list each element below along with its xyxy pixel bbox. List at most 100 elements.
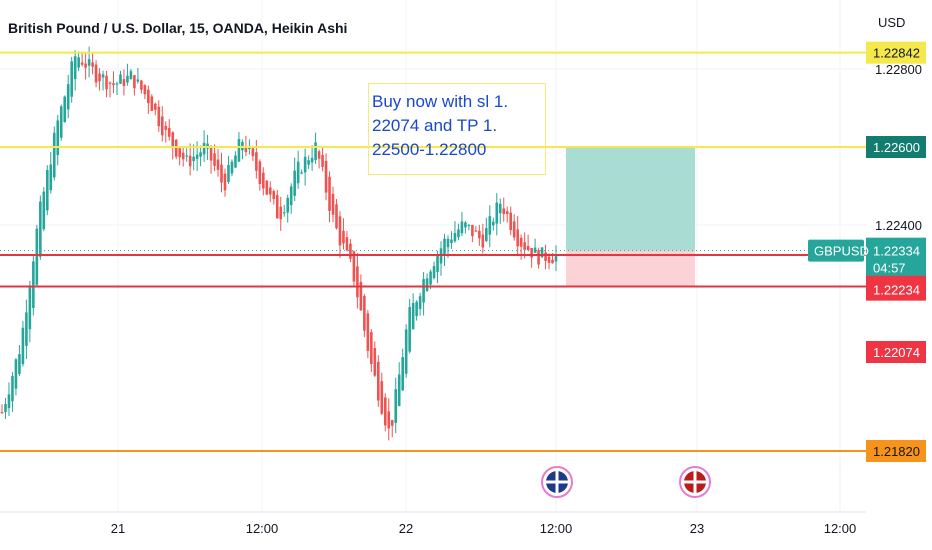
candle-body (453, 232, 457, 242)
candle-body (457, 229, 460, 238)
x-tick-label: 23 (690, 521, 704, 536)
candle-body (331, 193, 335, 215)
candle-body (21, 327, 25, 365)
price-tag-label: 1.22600 (873, 140, 920, 155)
price-tag (866, 278, 926, 301)
candle-body (554, 255, 558, 262)
candle-body (317, 151, 321, 159)
candle-body (136, 79, 140, 82)
candle-body (512, 221, 516, 238)
candle-body (73, 56, 77, 80)
candle-body (105, 75, 108, 90)
candle-body (356, 266, 359, 298)
candle-body (251, 148, 255, 157)
annotation-line-2: 22074 and TP 1. (372, 116, 498, 135)
candle-body (213, 153, 216, 166)
candle-body (418, 296, 422, 309)
candle-body (509, 212, 513, 231)
candle-body (338, 216, 342, 246)
candle-body (390, 419, 394, 426)
symbol-tag (808, 239, 864, 262)
candle-body (129, 71, 133, 80)
candle-body (401, 357, 404, 391)
horizontal-levels[interactable] (0, 51, 866, 452)
price-axis[interactable]: 1.228421.226001.223231.222421.218201.226… (808, 15, 926, 462)
price-tag (866, 341, 926, 364)
candle-body (4, 404, 7, 413)
candle-body (471, 224, 474, 237)
candle-body (140, 80, 143, 90)
position-zones (566, 147, 695, 288)
event-icons[interactable] (541, 466, 711, 498)
candle-body (255, 152, 258, 171)
candle-body (28, 286, 32, 330)
candle-body (122, 79, 126, 86)
candle-body (377, 361, 380, 401)
candle-body (32, 261, 35, 309)
candle-body (450, 239, 453, 244)
candle-body (94, 64, 98, 83)
candle-body (234, 155, 237, 168)
candles (0, 46, 558, 441)
candle-body (540, 247, 544, 258)
candle-body (498, 203, 502, 214)
candle-body (185, 155, 188, 157)
candle-body (160, 116, 164, 136)
x-tick-label: 12:00 (246, 521, 279, 536)
candle-body (328, 176, 331, 211)
price-tag-label: 1.22234 (873, 283, 920, 298)
candle-body (282, 212, 286, 214)
y-tick-label: 1.22400 (875, 218, 922, 233)
candle-body (230, 161, 234, 174)
x-tick-label: 21 (111, 521, 125, 536)
candle-body (70, 61, 73, 97)
candle-body (547, 256, 551, 263)
candle-body (425, 278, 429, 291)
candle-body (415, 301, 418, 317)
candle-body (345, 237, 349, 251)
annotation-note[interactable]: Buy now with sl 1. 22074 and TP 1. 22500… (368, 83, 546, 175)
candle-body (286, 197, 290, 213)
candle-body (429, 271, 432, 285)
candle-body (324, 160, 328, 193)
us-flag-icon[interactable] (679, 466, 711, 498)
candle-body (66, 84, 70, 110)
candle-body (373, 348, 377, 376)
candle-body (394, 389, 398, 423)
candle-body (446, 238, 450, 248)
candle-body (87, 59, 91, 66)
candle-body (258, 161, 262, 184)
current-price-tag (866, 237, 926, 276)
current-price-label: 1.22334 (873, 244, 920, 259)
candle-body (101, 74, 105, 78)
candle-body (11, 376, 14, 402)
candle-body (133, 75, 136, 89)
time-axis[interactable]: 21 12:00 22 12:00 23 12:00 (0, 511, 866, 536)
annotation-line-1: Buy now with sl 1. (372, 92, 509, 111)
candle-body (408, 307, 411, 352)
candle-body (502, 208, 506, 214)
level-tag (866, 440, 926, 462)
candle-body (164, 125, 168, 130)
candle-body (296, 161, 300, 184)
candle-body (533, 247, 537, 253)
candle-body (181, 152, 185, 160)
candle-body (321, 154, 324, 167)
candle-body (167, 127, 171, 137)
candle-body (157, 106, 161, 127)
candle-body (411, 302, 415, 330)
candle-body (108, 82, 112, 84)
candle-body (84, 63, 87, 68)
uk-flag-icon[interactable] (541, 466, 573, 498)
candle-body (359, 281, 363, 311)
x-tick-label: 12:00 (540, 521, 573, 536)
candle-body (272, 191, 276, 200)
candle-body (485, 228, 488, 242)
candle-body (387, 411, 391, 429)
candle-body (335, 204, 338, 229)
candle-body (98, 73, 101, 82)
candle-body (404, 329, 408, 374)
candle-body (195, 154, 199, 159)
candle-body (505, 211, 509, 214)
